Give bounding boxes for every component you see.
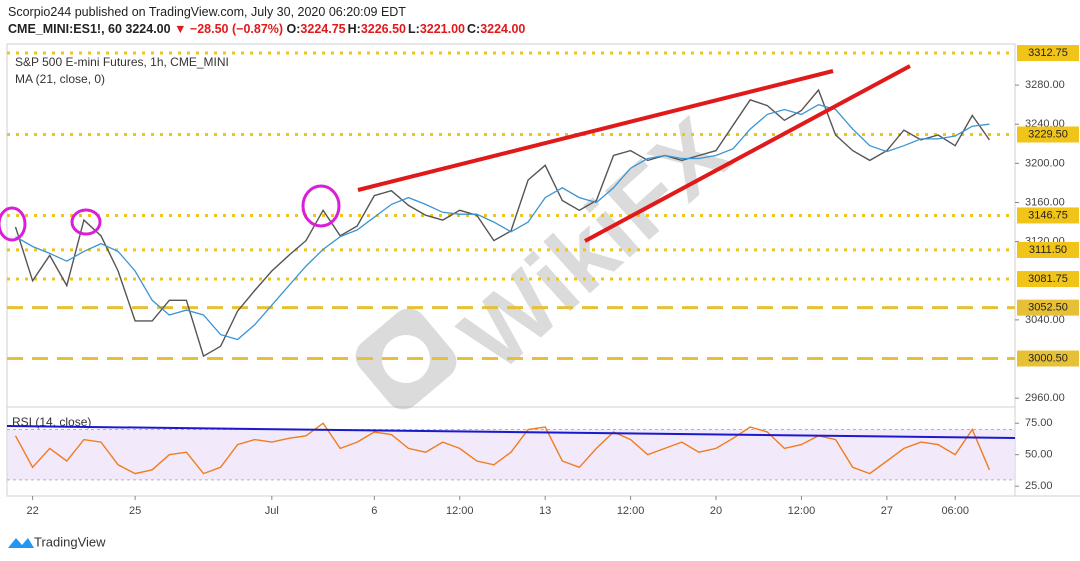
x-tick-label: 12:00 xyxy=(617,505,645,517)
x-tick-label: 12:00 xyxy=(788,505,816,517)
rsi-line xyxy=(14,422,991,475)
chart-title: S&P 500 E-mini Futures, 1h, CME_MINI xyxy=(15,55,229,69)
x-tick-label: 20 xyxy=(710,505,722,517)
x-tick-label: 27 xyxy=(881,505,893,517)
y-tick-label: 50.00 xyxy=(1025,449,1053,461)
header: Scorpio244 published on TradingView.com,… xyxy=(8,4,527,38)
ohlc-key: L: xyxy=(408,22,420,36)
y-tick-label: 3160.00 xyxy=(1025,196,1065,208)
level-label-box xyxy=(1017,271,1079,288)
rsi-trend-line xyxy=(6,425,1016,439)
highlight-circle xyxy=(301,184,341,228)
y-tick-label: 3240.00 xyxy=(1025,118,1065,130)
x-tick-label: 13 xyxy=(539,505,551,517)
level-label: 3000.50 xyxy=(1028,352,1068,364)
y-tick-label: 3120.00 xyxy=(1025,236,1065,248)
level-label: 3146.75 xyxy=(1028,209,1068,221)
x-tick-label: Jul xyxy=(265,505,279,517)
price-line xyxy=(14,88,990,358)
x-tick-label: 6 xyxy=(371,505,377,517)
symbol: CME_MINI:ES1!, 60 xyxy=(8,22,122,36)
trend-line xyxy=(357,69,834,192)
ohlc-key: O: xyxy=(286,22,301,36)
y-tick-label: 25.00 xyxy=(1025,480,1053,492)
highlight-circle xyxy=(0,206,27,242)
ohlc-key: H: xyxy=(347,22,361,36)
watermark-text: WikiFX xyxy=(441,98,750,391)
level-label-box xyxy=(1017,45,1079,62)
ma-line xyxy=(15,104,990,341)
level-label-box xyxy=(1017,299,1079,316)
rsi-title: RSI (14, close) xyxy=(12,415,91,429)
annotations xyxy=(0,64,1016,439)
pane-border xyxy=(6,43,1016,497)
y-tick-label: 2960.00 xyxy=(1025,392,1065,404)
y-tick-label: 3200.00 xyxy=(1025,157,1065,169)
watermark-logo-inner xyxy=(382,335,430,383)
last-price: 3224.00 xyxy=(125,22,171,36)
level-label: 3052.50 xyxy=(1028,302,1068,314)
level-label: 3229.50 xyxy=(1028,128,1068,140)
level-label: 3312.75 xyxy=(1028,47,1068,59)
ohlc: O:3224.75 H:3226.50 L:3221.00 C:3224.00 xyxy=(287,22,528,36)
watermark-logo xyxy=(355,308,457,410)
x-tick-label: 22 xyxy=(27,505,39,517)
watermark: WikiFX xyxy=(355,98,750,410)
ohlc-value: 3221.00 xyxy=(419,22,465,36)
level-label-box xyxy=(1017,350,1079,367)
level-label-box xyxy=(1017,241,1079,258)
y-tick-label: 3040.00 xyxy=(1025,314,1065,326)
ohlc-value: 3226.50 xyxy=(360,22,406,36)
published-line: Scorpio244 published on TradingView.com,… xyxy=(8,5,406,19)
highlight-circle xyxy=(70,208,102,236)
symbol-line: CME_MINI:ES1!, 60 3224.00 ▼ −28.50 (−0.8… xyxy=(8,21,527,38)
legend-entry: MA (21, close, 0) xyxy=(15,72,105,86)
rsi-band xyxy=(7,429,1015,480)
footer-logo xyxy=(8,538,34,548)
level-label-box xyxy=(1017,126,1079,143)
x-tick-label: 06:00 xyxy=(941,505,969,517)
x-tick-label: 12:00 xyxy=(446,505,474,517)
level-label: 3081.75 xyxy=(1028,273,1068,285)
y-tick-label: 75.00 xyxy=(1025,417,1053,429)
level-label: 3111.50 xyxy=(1029,244,1067,256)
x-tick-label: 25 xyxy=(129,505,141,517)
y-tick-label: 3280.00 xyxy=(1025,79,1065,91)
level-label-box xyxy=(1017,207,1079,224)
change: ▼ −28.50 (−0.87%) xyxy=(174,22,284,36)
trend-line xyxy=(584,64,911,243)
ohlc-value: 3224.00 xyxy=(480,22,526,36)
ohlc-key: C: xyxy=(467,22,481,36)
ohlc-value: 3224.75 xyxy=(300,22,346,36)
footer: TradingView xyxy=(8,534,106,549)
footer-brand: TradingView xyxy=(34,534,106,549)
